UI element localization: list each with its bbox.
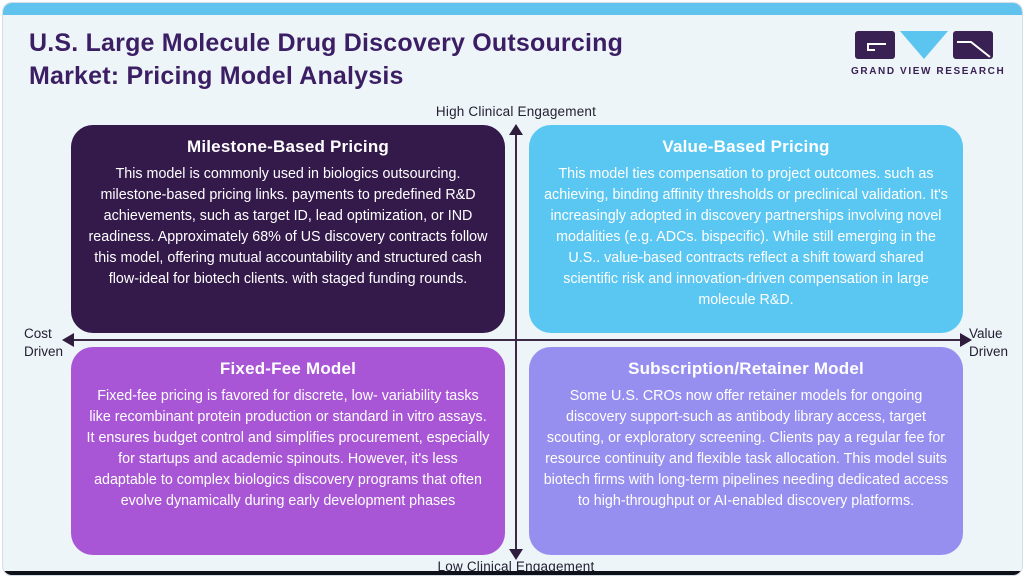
page-title-line2: Market: Pricing Model Analysis	[29, 62, 404, 90]
horizontal-axis-line	[73, 339, 961, 341]
page-title: U.S. Large Molecule Drug Discovery Outso…	[29, 27, 623, 93]
top-accent-bar	[3, 3, 1022, 15]
bottom-accent-bar	[3, 571, 1022, 575]
arrow-left-icon	[62, 333, 74, 347]
axis-label-top: High Clinical Engagement	[435, 104, 597, 119]
quadrant-title: Milestone-Based Pricing	[186, 137, 390, 156]
quadrant-body: This model ties compensation to project …	[544, 166, 948, 308]
grand-view-research-logo: GRAND VIEW RESEARCH	[851, 29, 1006, 77]
axis-label-bottom: Low Clinical Engagement	[437, 559, 595, 574]
quadrant-body: Some U.S. CROs now offer retainer models…	[543, 388, 949, 509]
axis-label-left-line2: Driven	[24, 344, 64, 359]
quadrant-body: This model is commonly used in biologics…	[88, 166, 488, 287]
arrow-right-icon	[960, 333, 972, 347]
quadrant-body: Fixed-fee pricing is favored for discret…	[86, 388, 490, 509]
quadrant-milestone-based-pricing: Milestone-Based Pricing This model is co…	[71, 125, 505, 333]
quadrant-title: Fixed-Fee Model	[219, 359, 357, 378]
quadrant-fixed-fee-model: Fixed-Fee Model Fixed-fee pricing is fav…	[71, 347, 505, 555]
axis-label-right-line1: Value	[969, 326, 1003, 341]
quadrant-value-based-pricing: Value-Based Pricing This model ties comp…	[529, 125, 963, 333]
arrow-up-icon	[509, 124, 523, 135]
vertical-axis-line	[515, 133, 517, 551]
logo-text: GRAND VIEW RESEARCH	[851, 66, 1006, 77]
quadrant-title: Value-Based Pricing	[662, 137, 830, 156]
gvr-logo-icon	[854, 31, 993, 59]
axis-label-left: Cost Driven	[24, 325, 63, 361]
axis-label-left-line1: Cost	[24, 326, 52, 341]
quadrant-subscription-retainer-model: Subscription/Retainer Model Some U.S. CR…	[529, 347, 963, 555]
axis-label-right: Value Driven	[969, 325, 1008, 361]
page-title-line1: U.S. Large Molecule Drug Discovery Outso…	[29, 29, 624, 57]
quadrant-title: Subscription/Retainer Model	[628, 359, 864, 378]
arrow-down-icon	[509, 549, 523, 560]
axis-label-right-line2: Driven	[969, 344, 1009, 359]
